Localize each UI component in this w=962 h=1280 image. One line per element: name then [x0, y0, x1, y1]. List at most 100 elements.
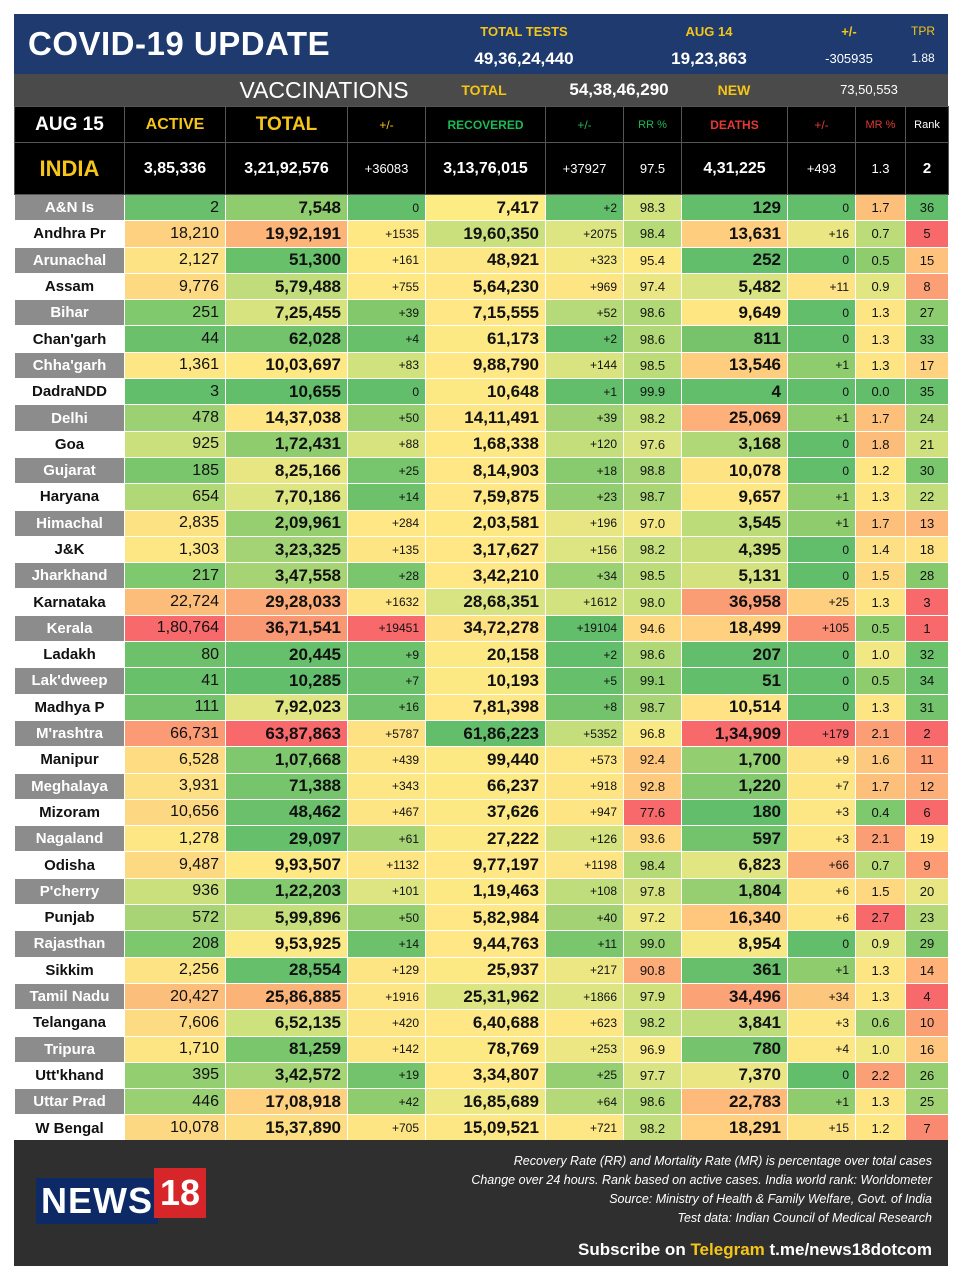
cell-recovered-change: +2075 [545, 220, 624, 248]
cell-total-change: +129 [347, 956, 426, 984]
subscribe-telegram: Telegram [690, 1240, 765, 1259]
cell-recovered: 99,440 [425, 746, 546, 774]
cell-total-change: +467 [347, 798, 426, 827]
cell-state-name: Tamil Nadu [14, 982, 125, 1011]
cell-rank: 29 [905, 930, 949, 958]
cell-state-name: J&K [14, 535, 125, 564]
cell-state-name: Mizoram [14, 798, 125, 827]
cell-total: 15,37,890 [225, 1114, 348, 1142]
cell-deaths: 1,700 [681, 746, 788, 774]
total-tests-label: TOTAL TESTS [480, 24, 568, 39]
cell-total-change: +142 [347, 1035, 426, 1063]
cell-rr: 98.6 [623, 325, 682, 353]
col-date: AUG 15 [14, 106, 125, 143]
cell-rr: 90.8 [623, 956, 682, 984]
cell-recovered-change: +156 [545, 535, 624, 564]
cell-recovered-change: +2 [545, 641, 624, 669]
cell-deaths-change: 0 [787, 456, 856, 485]
table-row: Mizoram 10,656 48,462 +467 37,626 +947 77.6 180… [14, 798, 949, 827]
cell-mr: 1.7 [855, 193, 906, 222]
cell-rr: 98.6 [623, 641, 682, 669]
cell-active: 41 [124, 667, 226, 695]
cell-deaths-change: +9 [787, 746, 856, 774]
cell-state-name: Telangana [14, 1009, 125, 1037]
cell-recovered-change: +1 [545, 378, 624, 406]
table-row: Meghalaya 3,931 71,388 +343 66,237 +918 92.8 1,… [14, 772, 949, 800]
cell-recovered-change: +2 [545, 193, 624, 222]
cell-state-name: Tripura [14, 1035, 125, 1063]
cell-deaths-change: +15 [787, 1114, 856, 1142]
table-row: DadraNDD 3 10,655 0 10,648 +1 99.9 4 0 0.0 35 [14, 378, 949, 406]
cell-rank: 25 [905, 1088, 949, 1116]
cell-rr: 98.8 [623, 456, 682, 485]
cell-recovered: 19,60,350 [425, 220, 546, 248]
logo-text: NEWS [36, 1178, 158, 1224]
cell-recovered: 2,03,581 [425, 509, 546, 537]
cell-recovered: 20,158 [425, 641, 546, 669]
cell-state-name: Chan'garh [14, 325, 125, 353]
cell-deaths: 129 [681, 193, 788, 222]
cell-active: 2,256 [124, 956, 226, 984]
cell-rank: 24 [905, 404, 949, 432]
table-row: Nagaland 1,278 29,097 +61 27,222 +126 93.6 597 +… [14, 825, 949, 853]
cell-total-change: +1916 [347, 982, 426, 1011]
cell-mr: 0.5 [855, 614, 906, 643]
cell-state-name: Kerala [14, 614, 125, 643]
cell-rr: 99.0 [623, 930, 682, 958]
cell-deaths: 13,546 [681, 351, 788, 380]
cell-rr: 98.7 [623, 693, 682, 721]
cell-total: 9,93,507 [225, 851, 348, 879]
cell-active: 1,303 [124, 535, 226, 564]
covid-update-infographic: COVID-19 UPDATE TOTAL TESTS 49,36,24,440… [14, 14, 949, 1266]
note-source: Source: Ministry of Health & Family Welf… [609, 1192, 932, 1206]
cell-mr: 1.3 [855, 588, 906, 616]
cell-deaths: 18,291 [681, 1114, 788, 1142]
cell-rr: 98.2 [623, 535, 682, 564]
cell-rank: 1 [905, 614, 949, 643]
table-row: Goa 925 1,72,431 +88 1,68,338 +120 97.6 3,168 0 1… [14, 430, 949, 458]
cell-deaths-change: +4 [787, 1035, 856, 1063]
cell-state-name: Gujarat [14, 456, 125, 485]
note-change: Change over 24 hours. Rank based on acti… [471, 1173, 932, 1187]
cell-mr: 1.3 [855, 325, 906, 353]
cell-total: 10,285 [225, 667, 348, 695]
cell-total-change: +14 [347, 483, 426, 511]
cell-active: 9,776 [124, 272, 226, 301]
tpr-label: TPR [911, 24, 935, 38]
cell-deaths-change: 0 [787, 193, 856, 222]
cell-mr: 1.3 [855, 299, 906, 327]
cell-deaths: 18,499 [681, 614, 788, 643]
cell-deaths-change: +16 [787, 220, 856, 248]
cell-rr: 98.3 [623, 193, 682, 222]
cell-deaths: 3,168 [681, 430, 788, 458]
cell-active: 251 [124, 299, 226, 327]
cell-total: 28,554 [225, 956, 348, 984]
cell-rank: 21 [905, 430, 949, 458]
cell-rank: 13 [905, 509, 949, 537]
cell-active: 572 [124, 904, 226, 932]
cell-mr: 1.7 [855, 404, 906, 432]
cell-rank: 11 [905, 746, 949, 774]
cell-total: 10,03,697 [225, 351, 348, 380]
cell-deaths: 36,958 [681, 588, 788, 616]
india-label: INDIA [14, 142, 125, 195]
cell-state-name: Chha'garh [14, 351, 125, 380]
cell-deaths: 4 [681, 378, 788, 406]
cell-state-name: Manipur [14, 746, 125, 774]
cell-total: 8,25,166 [225, 456, 348, 485]
cell-total-change: 0 [347, 193, 426, 222]
cell-deaths-change: 0 [787, 325, 856, 353]
cell-recovered-change: +1866 [545, 982, 624, 1011]
cell-total: 62,028 [225, 325, 348, 353]
cell-recovered-change: +5 [545, 667, 624, 695]
subscribe-link[interactable]: t.me/news18dotcom [769, 1240, 933, 1259]
cell-mr: 2.1 [855, 825, 906, 853]
cell-rr: 97.4 [623, 272, 682, 301]
col-rr: RR % [623, 106, 682, 143]
table-row: M'rashtra 66,731 63,87,863 +5787 61,86,223 +5… [14, 719, 949, 748]
cell-total-change: 0 [347, 378, 426, 406]
cell-total-change: +19 [347, 1061, 426, 1090]
cell-deaths-change: 0 [787, 641, 856, 669]
cell-rank: 10 [905, 1009, 949, 1037]
cell-recovered: 1,68,338 [425, 430, 546, 458]
